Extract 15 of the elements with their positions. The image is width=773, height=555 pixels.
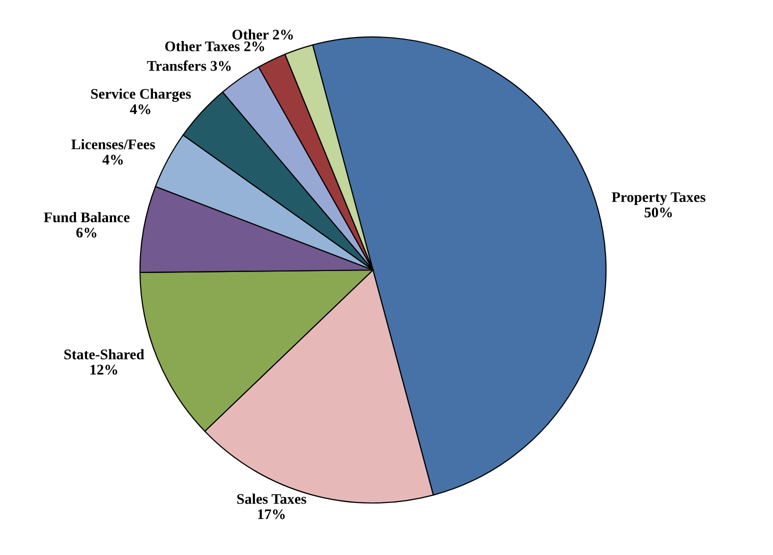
slice-label: Fund Balance xyxy=(44,212,130,222)
data-label: 6% xyxy=(76,228,96,238)
data-label: 50% xyxy=(644,208,672,218)
slice-label: Transfers 3% xyxy=(147,60,231,71)
slice-label: Licenses/Fees xyxy=(71,139,155,150)
slice-label: Service Charges xyxy=(91,88,191,102)
slice-label: Other 2% xyxy=(232,29,293,40)
data-label: 17% xyxy=(258,509,285,520)
data-label: 4% xyxy=(102,154,123,165)
data-label: 4% xyxy=(130,104,150,114)
slice-label: Property Taxes xyxy=(612,192,706,206)
slice-label: Sales Taxes xyxy=(237,494,306,504)
slice-label: Other Taxes 2% xyxy=(165,41,264,52)
data-label: 12% xyxy=(90,364,118,375)
slice-label: State-Shared xyxy=(64,349,144,360)
